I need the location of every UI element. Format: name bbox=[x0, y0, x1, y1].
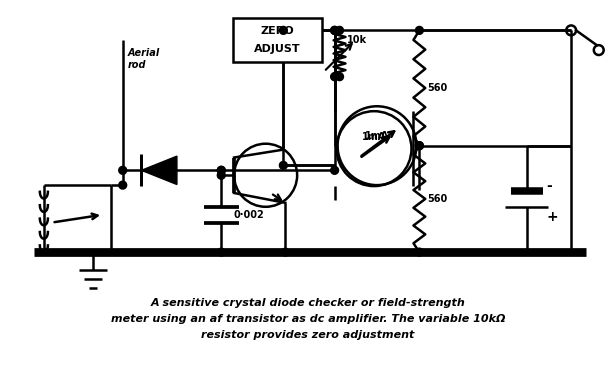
Circle shape bbox=[280, 161, 287, 169]
Circle shape bbox=[331, 27, 339, 34]
Circle shape bbox=[331, 73, 339, 80]
Circle shape bbox=[119, 181, 127, 189]
Text: 560: 560 bbox=[428, 194, 447, 204]
Text: ADJUST: ADJUST bbox=[254, 44, 301, 54]
Text: A sensitive crystal diode checker or field-strength: A sensitive crystal diode checker or fie… bbox=[151, 298, 465, 308]
Circle shape bbox=[217, 166, 225, 174]
Circle shape bbox=[336, 27, 344, 34]
Circle shape bbox=[217, 166, 225, 174]
Circle shape bbox=[336, 73, 344, 80]
Text: -: - bbox=[546, 179, 553, 193]
Text: 560: 560 bbox=[428, 83, 447, 93]
Circle shape bbox=[217, 248, 225, 256]
Circle shape bbox=[415, 248, 423, 256]
Circle shape bbox=[119, 166, 127, 174]
FancyBboxPatch shape bbox=[233, 18, 322, 62]
Text: Aerial
rod: Aerial rod bbox=[128, 48, 160, 70]
Text: 10k: 10k bbox=[347, 35, 368, 45]
Text: resistor provides zero adjustment: resistor provides zero adjustment bbox=[201, 330, 415, 340]
Circle shape bbox=[415, 142, 423, 150]
Text: 1mA: 1mA bbox=[365, 131, 389, 141]
Text: ZERO: ZERO bbox=[261, 26, 294, 36]
Circle shape bbox=[331, 27, 339, 34]
Text: 1mA: 1mA bbox=[362, 132, 386, 142]
Circle shape bbox=[280, 27, 287, 34]
Text: meter using an af transistor as dc amplifier. The variable 10kΩ: meter using an af transistor as dc ampli… bbox=[111, 314, 505, 324]
Text: 0·002: 0·002 bbox=[233, 210, 264, 220]
Circle shape bbox=[415, 142, 423, 150]
Circle shape bbox=[282, 248, 290, 256]
Circle shape bbox=[217, 171, 225, 179]
Text: +: + bbox=[546, 210, 558, 224]
Circle shape bbox=[415, 27, 423, 34]
Polygon shape bbox=[142, 156, 177, 184]
Circle shape bbox=[331, 166, 339, 174]
